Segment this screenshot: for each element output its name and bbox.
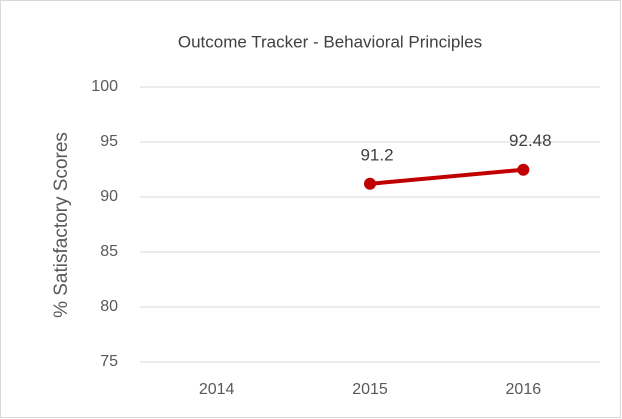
x-tick-label: 2016 [506,381,542,398]
chart-title: Outcome Tracker - Behavioral Principles [178,32,482,51]
x-tick-label: 2014 [199,381,235,398]
x-tick-label: 2015 [352,381,388,398]
data-label: 91.2 [360,145,393,164]
data-point [517,163,530,176]
y-tick-label: 95 [100,133,118,150]
y-tick-label: 75 [100,353,118,370]
y-tick-label: 80 [100,298,118,315]
y-tick-label: 85 [100,243,118,260]
y-axis-title: % Satisfactory Scores [51,132,72,318]
data-point [364,177,376,190]
y-tick-label: 100 [91,78,118,95]
y-tick-label: 90 [100,188,118,205]
data-line [369,167,524,186]
data-label: 92.48 [509,131,552,150]
